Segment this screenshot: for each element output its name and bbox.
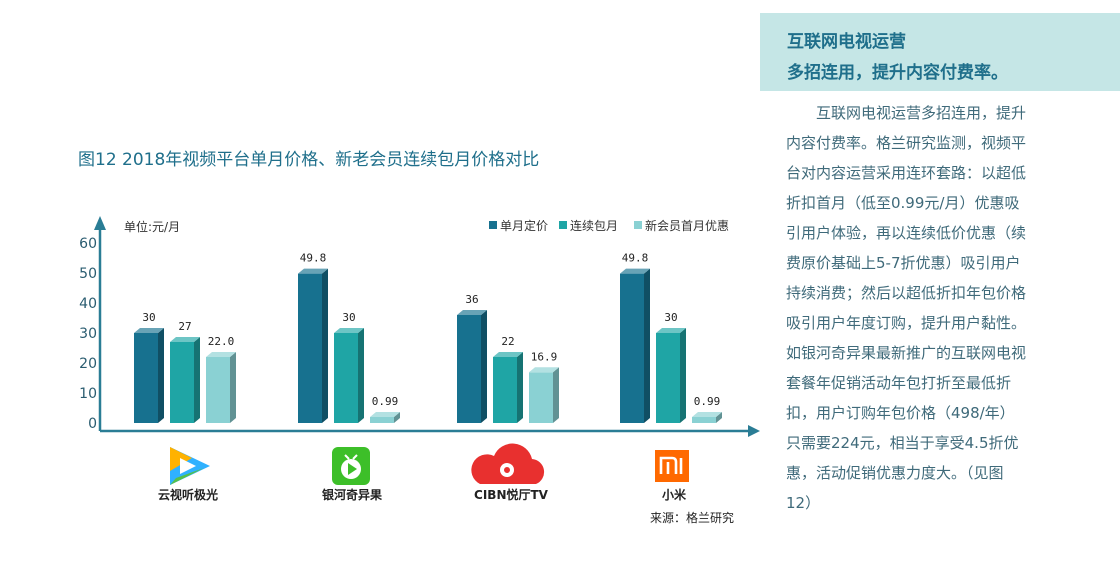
y-tick-label: 10	[79, 386, 97, 402]
bar	[170, 342, 194, 423]
x-axis-arrow	[748, 425, 760, 437]
bar-top	[692, 412, 722, 417]
iqiyi-tv-icon-antenna2	[352, 454, 358, 460]
category-label: CIBN悦厅TV	[474, 487, 549, 502]
bar	[656, 333, 680, 423]
y-tick-label: 0	[88, 416, 97, 432]
iqiyi-tv-icon-antenna	[344, 454, 350, 460]
bar-top	[457, 310, 487, 315]
bar-top	[370, 412, 400, 417]
sidebar-heading-line1: 互联网电视运营	[787, 32, 906, 52]
category-label: 银河奇异果	[322, 487, 382, 502]
mi-logo-icon-mark	[659, 456, 683, 474]
bar-side	[644, 268, 650, 423]
bar-top	[620, 268, 650, 274]
bar-side	[158, 328, 164, 423]
data-label: 49.8	[622, 252, 649, 265]
data-label: 27	[178, 320, 191, 333]
tencent-video-icon-accent2	[170, 468, 204, 485]
sidebar-heading-line2: 多招连用，提升内容付费率。	[787, 63, 1008, 83]
y-tick-label: 20	[79, 356, 97, 372]
category-label: 小米	[662, 487, 687, 502]
bar-chart: 0 10 20 30 40 50 60 单位:元/月 单月定价 连续包月 新会员首月优惠 30 27 22…	[79, 216, 760, 525]
bar	[620, 273, 644, 423]
data-label: 49.8	[300, 252, 327, 265]
bar	[334, 333, 358, 423]
cibn-cloud-icon-dot	[504, 467, 510, 473]
bar	[493, 357, 517, 423]
data-label: 0.99	[694, 395, 721, 408]
bar	[298, 273, 322, 423]
data-label: 30	[342, 311, 355, 324]
data-label: 22	[501, 335, 514, 348]
bar-side	[322, 268, 328, 423]
bar-top	[298, 268, 328, 274]
bar-side	[230, 352, 236, 423]
unit-label: 单位:元/月	[124, 219, 180, 234]
bar-top	[493, 352, 523, 357]
category-label: 云视听极光	[158, 487, 218, 502]
y-tick-label: 50	[79, 266, 97, 282]
iqiyi-tv-icon-play	[348, 463, 357, 475]
bar-side	[517, 352, 523, 423]
source-label: 来源：格兰研究	[650, 510, 734, 525]
bar-top	[656, 328, 686, 333]
bar-side	[394, 412, 400, 423]
tencent-video-icon-play	[180, 458, 196, 474]
data-label: 30	[142, 311, 155, 324]
bar	[206, 357, 230, 423]
y-tick-label: 30	[79, 326, 97, 342]
bar	[370, 417, 394, 423]
bar	[457, 315, 481, 423]
legend-label: 连续包月	[570, 218, 618, 233]
y-tick-label: 60	[79, 236, 97, 252]
bar-side	[358, 328, 364, 423]
bar-top	[170, 337, 200, 342]
data-label: 30	[664, 311, 677, 324]
data-label: 22.0	[208, 335, 235, 348]
legend-swatch	[489, 221, 497, 229]
bar	[529, 372, 553, 423]
bar-top	[529, 367, 559, 373]
data-label: 0.99	[372, 395, 399, 408]
bar-side	[716, 412, 722, 423]
sidebar-paragraph: 互联网电视运营多招连用，提升内容付费率。格兰研究监测，视频平台对内容运营采用连环…	[786, 104, 1027, 512]
bar-top	[134, 328, 164, 333]
bar-top	[334, 328, 364, 333]
bar-side	[680, 328, 686, 423]
bar-side	[553, 367, 559, 423]
legend-swatch	[559, 221, 567, 229]
data-label: 36	[465, 293, 478, 306]
bar-side	[481, 310, 487, 423]
bar-side	[194, 337, 200, 423]
data-label: 16.9	[531, 350, 558, 363]
bar	[692, 417, 716, 423]
bar	[134, 333, 158, 423]
chart-title: 图12 2018年视频平台单月价格、新老会员连续包月价格对比	[78, 150, 540, 170]
legend-label: 新会员首月优惠	[645, 218, 729, 233]
legend-label: 单月定价	[500, 218, 548, 233]
y-tick-label: 40	[79, 296, 97, 312]
bar-top	[206, 352, 236, 357]
sidebar-header: 互联网电视运营 多招连用，提升内容付费率。	[760, 13, 1120, 91]
y-axis-arrow	[94, 216, 106, 230]
legend-swatch	[634, 221, 642, 229]
